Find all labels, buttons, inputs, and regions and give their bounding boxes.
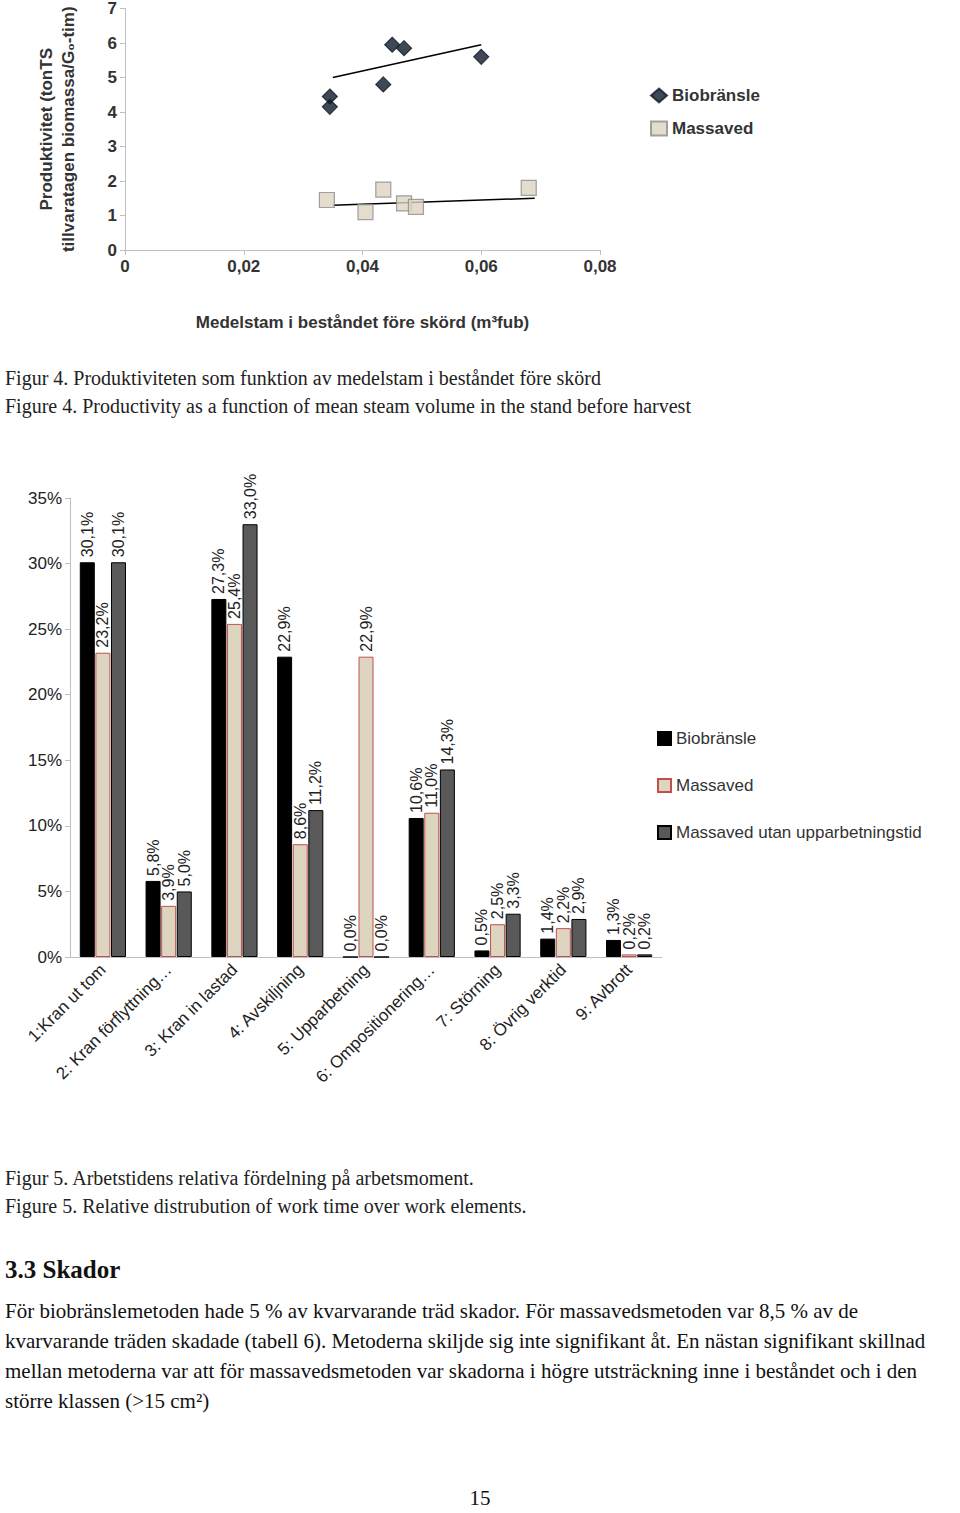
html-text:Figur 5. Arbetstidens relativa: Figur 5. Arbetstidens relativa fördelnin… [5, 1167, 474, 1189]
svg-text:8: Övrig verktid: 8: Övrig verktid [476, 960, 570, 1054]
svg-text:0: 0 [108, 241, 117, 260]
svg-text:0,08: 0,08 [583, 257, 616, 276]
svg-text:Biobränsle: Biobränsle [672, 86, 760, 105]
svg-text:6: Ompositionering…: 6: Ompositionering… [312, 960, 438, 1086]
svg-text:1:Kran ut tom: 1:Kran ut tom [24, 960, 110, 1046]
svg-text:3,9%: 3,9% [160, 864, 177, 900]
svg-text:2,9%: 2,9% [570, 877, 587, 913]
svg-text:14,3%: 14,3% [439, 719, 456, 764]
svg-text:25%: 25% [28, 620, 62, 639]
svg-text:30,1%: 30,1% [110, 512, 127, 557]
svg-text:2,2%: 2,2% [555, 887, 572, 923]
svg-text:0: 0 [120, 257, 129, 276]
svg-text:5: 5 [108, 68, 117, 87]
svg-text:Massaved: Massaved [672, 119, 753, 138]
svg-text:25,4%: 25,4% [226, 574, 243, 619]
svg-text:30,1%: 30,1% [79, 512, 96, 557]
svg-text:10%: 10% [28, 816, 62, 835]
html-text:Figur 4. Produktiviteten som f: Figur 4. Produktiviteten som funktion av… [5, 367, 601, 389]
svg-text:Medelstam i beståndet före skö: Medelstam i beståndet före skörd (m³fub) [196, 313, 529, 332]
svg-text:10,6%: 10,6% [408, 768, 425, 813]
svg-text:Biobränsle: Biobränsle [676, 729, 756, 748]
svg-text:22,9%: 22,9% [276, 606, 293, 651]
svg-text:0,0%: 0,0% [373, 915, 390, 951]
html-text:För biobränslemetoden hade 5 %: För biobränslemetoden hade 5 % av kvarva… [5, 1299, 926, 1413]
svg-text:9: Avbrott: 9: Avbrott [572, 960, 636, 1024]
svg-text:7: Störning: 7: Störning [433, 960, 505, 1032]
svg-text:6: 6 [108, 34, 117, 53]
svg-text:2,5%: 2,5% [489, 883, 506, 919]
svg-text:11,0%: 11,0% [423, 764, 440, 808]
svg-text:5,0%: 5,0% [176, 850, 193, 886]
html-text:15: 15 [469, 1486, 491, 1510]
svg-text:15%: 15% [28, 751, 62, 770]
svg-text:35%: 35% [28, 489, 62, 508]
svg-text:5: Upparbetning: 5: Upparbetning [273, 960, 373, 1060]
html-text:3.3 Skador: 3.3 Skador [5, 1256, 121, 1283]
svg-text:0,04: 0,04 [346, 257, 380, 276]
svg-text:0,0%: 0,0% [342, 915, 359, 951]
svg-text:27,3%: 27,3% [210, 549, 227, 594]
svg-text:3: 3 [108, 137, 117, 156]
svg-text:5,8%: 5,8% [145, 839, 162, 875]
svg-text:0%: 0% [37, 948, 62, 967]
svg-text:0,02: 0,02 [227, 257, 260, 276]
svg-text:4: Avskiljning: 4: Avskiljning [224, 960, 307, 1043]
svg-text:1: 1 [108, 206, 117, 225]
svg-text:23,2%: 23,2% [94, 602, 111, 647]
svg-text:3: Kran in lastad: 3: Kran in lastad [141, 960, 241, 1060]
svg-text:0,06: 0,06 [465, 257, 498, 276]
svg-text:0,2%: 0,2% [621, 913, 638, 949]
svg-text:33,0%: 33,0% [242, 474, 259, 519]
svg-text:Massaved: Massaved [676, 776, 753, 795]
svg-text:20%: 20% [28, 685, 62, 704]
svg-text:1,4%: 1,4% [539, 897, 556, 933]
html-text:Figure 5. Relative distrubutio: Figure 5. Relative distrubution of work … [5, 1195, 527, 1217]
svg-text:2: Kran förflyttning…: 2: Kran förflyttning… [52, 960, 175, 1083]
svg-text:2: 2 [108, 172, 117, 191]
svg-text:7: 7 [108, 0, 117, 18]
svg-text:1,3%: 1,3% [605, 898, 622, 934]
svg-text:11,2%: 11,2% [307, 761, 324, 805]
svg-text:tillvaratagen biomassa/G₀-tim): tillvaratagen biomassa/G₀-tim) [59, 6, 78, 252]
svg-text:30%: 30% [28, 554, 62, 573]
svg-text:3,3%: 3,3% [505, 872, 522, 908]
svg-text:0,5%: 0,5% [473, 909, 490, 945]
svg-text:4: 4 [108, 103, 118, 122]
svg-text:0,2%: 0,2% [636, 913, 653, 949]
svg-text:Produktivitet (tonTS: Produktivitet (tonTS [37, 48, 56, 210]
svg-text:22,9%: 22,9% [358, 606, 375, 651]
svg-text:5%: 5% [37, 882, 62, 901]
svg-text:Massaved utan upparbetningstid: Massaved utan upparbetningstid [676, 823, 922, 842]
html-text:Figure 4. Productivity as a fu: Figure 4. Productivity as a function of … [5, 395, 691, 417]
svg-text:8,6%: 8,6% [292, 803, 309, 839]
